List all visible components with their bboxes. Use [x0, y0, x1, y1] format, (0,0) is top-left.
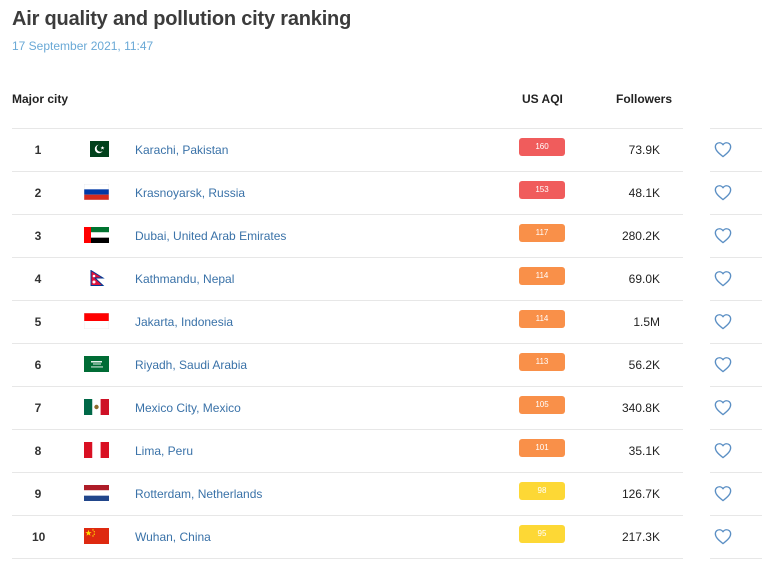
table-row[interactable]: 1 Karachi, Pakistan 160 73.9K — [12, 128, 762, 171]
rank-number: 1 — [34, 143, 42, 157]
city-link[interactable]: Wuhan, China — [135, 530, 211, 544]
row-divider — [710, 214, 762, 215]
rank-number: 10 — [32, 530, 46, 544]
row-divider — [710, 472, 762, 473]
heart-icon[interactable] — [714, 399, 732, 416]
rank-number: 2 — [34, 186, 42, 200]
followers-count: 340.8K — [621, 401, 660, 415]
city-link[interactable]: Kathmandu, Nepal — [135, 272, 235, 286]
row-divider — [12, 257, 683, 258]
heart-icon[interactable] — [714, 227, 732, 244]
row-divider — [710, 171, 762, 172]
rank-number: 4 — [34, 272, 42, 286]
table-row[interactable]: 9 Rotterdam, Netherlands 98 126.7K — [12, 472, 762, 515]
header-us-aqi: US AQI — [522, 92, 563, 106]
followers-count: 73.9K — [628, 143, 660, 157]
aqi-badge: 101 — [519, 439, 565, 457]
city-link[interactable]: Lima, Peru — [135, 444, 194, 458]
pakistan-flag-icon — [84, 141, 109, 157]
row-divider — [12, 214, 683, 215]
saudi-arabia-flag-icon — [84, 356, 109, 372]
row-divider — [710, 300, 762, 301]
divider — [710, 558, 762, 559]
aqi-badge: 105 — [519, 396, 565, 414]
row-divider — [12, 343, 683, 344]
peru-flag-icon — [84, 442, 109, 458]
page-title: Air quality and pollution city ranking — [12, 8, 352, 30]
row-divider — [12, 515, 683, 516]
row-divider — [710, 257, 762, 258]
aqi-badge: 113 — [519, 353, 565, 371]
rank-number: 3 — [34, 229, 42, 243]
rank-number: 6 — [34, 358, 42, 372]
aqi-badge: 153 — [519, 181, 565, 199]
nepal-flag-icon — [84, 270, 109, 286]
table-row[interactable]: 2 Krasnoyarsk, Russia 153 48.1K — [12, 171, 762, 214]
uae-flag-icon — [84, 227, 109, 243]
row-divider — [710, 386, 762, 387]
city-link[interactable]: Rotterdam, Netherlands — [135, 487, 263, 501]
netherlands-flag-icon — [84, 485, 109, 501]
table-row[interactable]: 5 Jakarta, Indonesia 114 1.5M — [12, 300, 762, 343]
followers-count: 217.3K — [621, 530, 660, 544]
mexico-flag-icon — [84, 399, 109, 415]
aqi-badge: 98 — [519, 482, 565, 500]
heart-icon[interactable] — [714, 485, 732, 502]
aqi-badge: 114 — [519, 267, 565, 285]
heart-icon[interactable] — [714, 313, 732, 330]
row-divider — [710, 343, 762, 344]
followers-count: 56.2K — [628, 358, 660, 372]
indonesia-flag-icon — [84, 313, 109, 329]
row-divider — [710, 515, 762, 516]
rank-number: 5 — [34, 315, 42, 329]
aqi-badge: 95 — [519, 525, 565, 543]
row-divider — [12, 429, 683, 430]
aqi-badge: 117 — [519, 224, 565, 242]
heart-icon[interactable] — [714, 141, 732, 158]
row-divider — [12, 386, 683, 387]
city-link[interactable]: Jakarta, Indonesia — [135, 315, 234, 329]
row-divider — [12, 128, 683, 129]
followers-count: 48.1K — [628, 186, 660, 200]
followers-count: 35.1K — [628, 444, 660, 458]
heart-icon[interactable] — [714, 528, 732, 545]
row-divider — [12, 171, 683, 172]
city-link[interactable]: Karachi, Pakistan — [135, 143, 229, 157]
rank-number: 8 — [34, 444, 42, 458]
divider — [12, 558, 683, 559]
heart-icon[interactable] — [714, 270, 732, 287]
followers-count: 280.2K — [621, 229, 660, 243]
row-divider — [12, 300, 683, 301]
heart-icon[interactable] — [714, 356, 732, 373]
aqi-badge: 160 — [519, 138, 565, 156]
heart-icon[interactable] — [714, 184, 732, 201]
rank-number: 9 — [34, 487, 42, 501]
table-row[interactable]: 8 Lima, Peru 101 35.1K — [12, 429, 762, 472]
table-row[interactable]: 7 Mexico City, Mexico 105 340.8K — [12, 386, 762, 429]
city-link[interactable]: Dubai, United Arab Emirates — [135, 229, 287, 243]
followers-count: 126.7K — [621, 487, 660, 501]
table-row[interactable]: 6 Riyadh, Saudi Arabia 113 56.2K — [12, 343, 762, 386]
table-row[interactable]: 4 Kathmandu, Nepal 114 69.0K — [12, 257, 762, 300]
table-row[interactable]: 3 Dubai, United Arab Emirates 117 280.2K — [12, 214, 762, 257]
china-flag-icon — [84, 528, 109, 544]
row-divider — [12, 472, 683, 473]
aqi-badge: 114 — [519, 310, 565, 328]
city-link[interactable]: Mexico City, Mexico — [135, 401, 241, 415]
header-major-city: Major city — [12, 92, 69, 106]
city-link[interactable]: Krasnoyarsk, Russia — [135, 186, 246, 200]
row-divider — [710, 429, 762, 430]
heart-icon[interactable] — [714, 442, 732, 459]
rank-number: 7 — [34, 401, 42, 415]
header-followers: Followers — [616, 92, 673, 106]
followers-count: 1.5M — [633, 315, 660, 329]
timestamp: 17 September 2021, 11:47 — [12, 39, 154, 53]
table-row[interactable]: 10 Wuhan, China 95 217.3K — [12, 515, 762, 558]
russia-flag-icon — [84, 184, 109, 200]
row-divider — [710, 128, 762, 129]
city-link[interactable]: Riyadh, Saudi Arabia — [135, 358, 248, 372]
followers-count: 69.0K — [628, 272, 660, 286]
